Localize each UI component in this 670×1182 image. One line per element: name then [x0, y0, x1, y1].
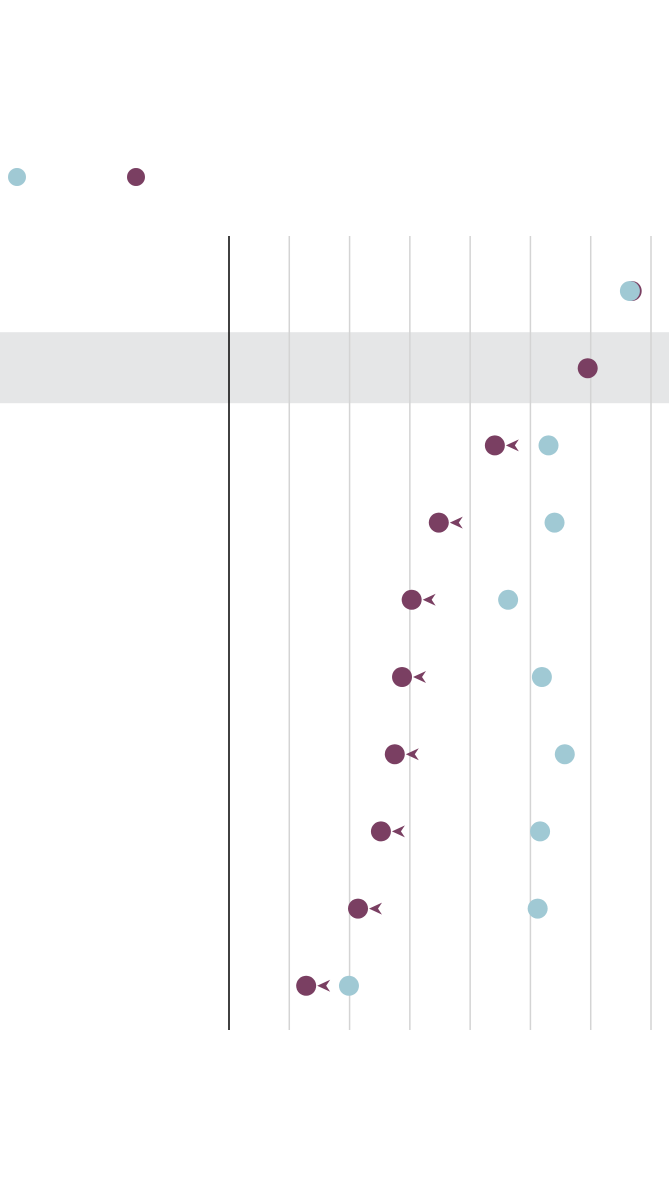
end-point — [296, 975, 317, 996]
start-point — [527, 898, 548, 919]
legend-marker-start — [8, 168, 26, 186]
data-row — [348, 898, 548, 919]
arrowhead — [505, 439, 519, 452]
arrowhead — [413, 671, 427, 683]
data-row — [619, 281, 642, 301]
end-point — [370, 821, 391, 842]
start-point — [544, 512, 565, 533]
start-point — [530, 821, 551, 842]
legend-marker-end — [127, 168, 145, 186]
data-row — [392, 667, 552, 687]
arrowhead — [391, 825, 405, 838]
arrowhead — [422, 593, 436, 606]
end-point — [384, 744, 405, 765]
start-point — [554, 744, 575, 765]
start-point — [498, 589, 519, 610]
end-point — [392, 667, 413, 687]
end-point — [577, 358, 598, 379]
data-row — [370, 821, 551, 842]
end-point — [428, 512, 449, 533]
data-row — [296, 975, 359, 996]
arrowhead — [405, 748, 419, 761]
data-row — [401, 589, 519, 610]
start-point — [538, 435, 559, 456]
highlight-band — [0, 332, 669, 404]
data-row — [484, 435, 559, 456]
data-row — [428, 512, 565, 533]
arrowhead — [317, 979, 331, 992]
end-point — [484, 435, 505, 456]
start-point — [531, 667, 552, 687]
end-point — [348, 898, 369, 919]
start-point — [619, 281, 640, 301]
end-point — [401, 589, 422, 610]
data-row — [384, 744, 575, 765]
arrowhead — [449, 516, 463, 529]
start-point — [338, 975, 359, 996]
arrowhead — [369, 902, 383, 915]
data-row — [577, 358, 598, 379]
